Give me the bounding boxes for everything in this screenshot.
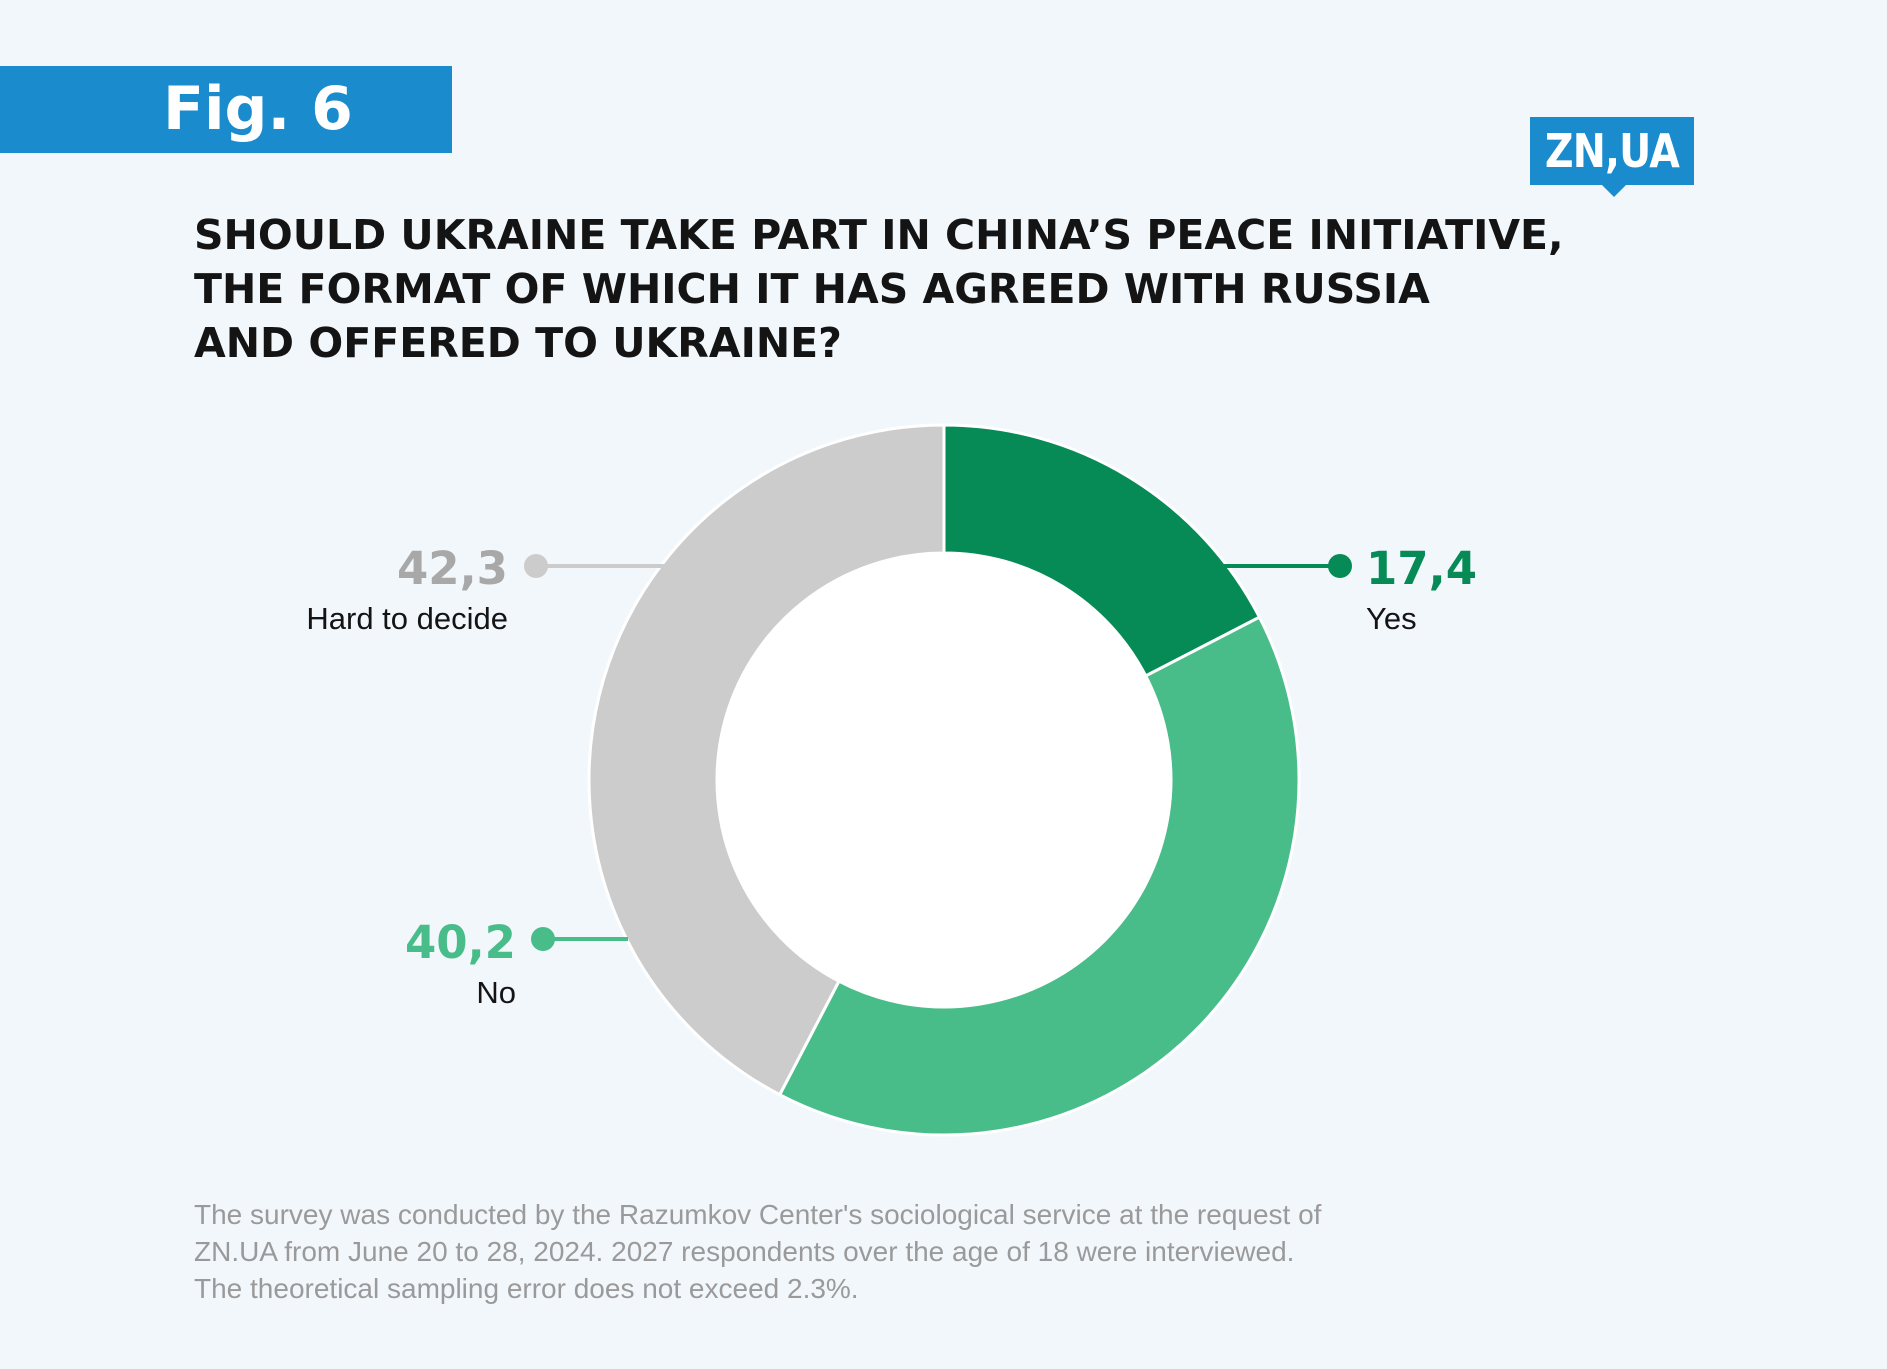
donut-slices [587, 423, 1301, 1137]
chart-title: SHOULD UKRAINE TAKE PART IN CHINA’S PEAC… [194, 208, 1644, 370]
category-label-hard-to-decide: Hard to decide [306, 601, 508, 636]
value-label-hard-to-decide: 42,3 [397, 542, 508, 595]
footnote-line-2: ZN.UA from June 20 to 28, 2024. 2027 res… [194, 1236, 1295, 1267]
chart-title-line-3: AND OFFERED TO UKRAINE? [194, 319, 842, 367]
category-label-no: No [476, 975, 516, 1010]
zn-ua-logo: ZN,UA [1530, 117, 1694, 197]
donut-slice-hard-to-decide [587, 423, 946, 1097]
chart-title-line-2: THE FORMAT OF WHICH IT HAS AGREED WITH R… [194, 265, 1430, 313]
footnote-line-1: The survey was conducted by the Razumkov… [194, 1199, 1322, 1230]
value-label-no: 40,2 [405, 916, 516, 969]
leader-dot-hard-to-decide [524, 554, 548, 578]
donut-slice-yes [942, 423, 1262, 678]
logo-text: ZN,UA [1544, 124, 1680, 178]
logo-box: ZN,UA [1530, 117, 1694, 185]
logo-speech-tail [1600, 183, 1628, 197]
survey-footnote: The survey was conducted by the Razumkov… [194, 1196, 1494, 1307]
donut-slice-no [777, 615, 1301, 1137]
leader-dot-yes [1328, 554, 1352, 578]
figure-label: Fig. 6 [163, 74, 353, 144]
footnote-line-3: The theoretical sampling error does not … [194, 1273, 859, 1304]
donut-hole [718, 554, 1170, 1006]
leader-dot-no [531, 927, 555, 951]
category-label-yes: Yes [1366, 601, 1417, 636]
chart-title-line-1: SHOULD UKRAINE TAKE PART IN CHINA’S PEAC… [194, 211, 1564, 259]
figure-banner: Fig. 6 [0, 66, 452, 153]
value-label-yes: 17,4 [1366, 542, 1477, 595]
